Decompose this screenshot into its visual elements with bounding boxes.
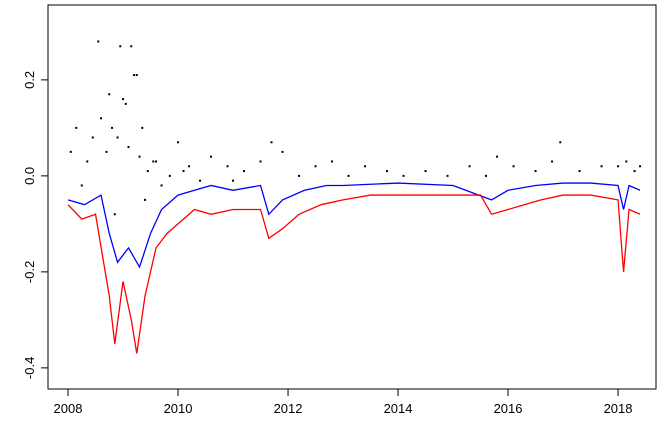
point	[600, 165, 603, 168]
point	[402, 174, 405, 177]
point	[243, 170, 246, 173]
point	[113, 213, 116, 216]
y-tick-label: -0.4	[22, 357, 37, 379]
point	[75, 126, 78, 129]
x-tick-label: 2016	[494, 401, 523, 416]
point	[485, 174, 488, 177]
point	[168, 174, 171, 177]
point	[160, 184, 163, 187]
point	[270, 141, 273, 144]
series-line	[67, 182, 641, 269]
point	[188, 165, 191, 168]
point	[578, 170, 581, 173]
point	[133, 74, 136, 77]
x-tick-label: 2014	[384, 401, 413, 416]
y-tick-label: 0.2	[22, 71, 37, 89]
point	[468, 165, 471, 168]
point	[331, 160, 334, 163]
point	[177, 141, 180, 144]
point	[314, 165, 317, 168]
point	[496, 155, 499, 158]
point	[80, 184, 83, 187]
point	[617, 165, 620, 168]
point	[144, 198, 147, 201]
point	[559, 141, 562, 144]
point	[138, 155, 141, 158]
point	[152, 160, 155, 163]
point	[69, 150, 72, 153]
point	[91, 136, 94, 139]
point	[127, 146, 130, 149]
x-tick-label: 2010	[164, 401, 193, 416]
point	[639, 165, 642, 168]
point	[347, 174, 350, 177]
point	[625, 160, 628, 163]
point	[281, 150, 284, 153]
point	[116, 136, 119, 139]
point	[124, 102, 127, 105]
point	[130, 45, 133, 48]
point	[232, 179, 235, 182]
point	[182, 170, 185, 173]
point	[97, 40, 100, 43]
x-tick-label: 2012	[274, 401, 303, 416]
point	[259, 160, 262, 163]
plot-frame	[47, 4, 657, 390]
point	[119, 45, 122, 48]
point	[146, 170, 149, 173]
point	[105, 150, 108, 153]
point	[364, 165, 367, 168]
series-line	[67, 194, 641, 354]
point	[534, 170, 537, 173]
x-tick-label: 2018	[604, 401, 633, 416]
point	[210, 155, 213, 158]
point	[100, 117, 103, 120]
point	[108, 93, 111, 96]
point	[199, 179, 202, 182]
point	[386, 170, 389, 173]
point	[122, 98, 125, 101]
point	[155, 160, 158, 163]
y-tick-label: -0.2	[22, 261, 37, 283]
y-tick-label: 0.0	[22, 167, 37, 185]
point	[551, 160, 554, 163]
point	[226, 165, 229, 168]
point	[141, 126, 144, 129]
x-tick-label: 2008	[54, 401, 83, 416]
point	[135, 74, 138, 77]
point	[446, 174, 449, 177]
point	[512, 165, 515, 168]
point	[298, 174, 301, 177]
point	[111, 126, 114, 129]
point	[633, 170, 636, 173]
point	[86, 160, 89, 163]
point	[424, 170, 427, 173]
